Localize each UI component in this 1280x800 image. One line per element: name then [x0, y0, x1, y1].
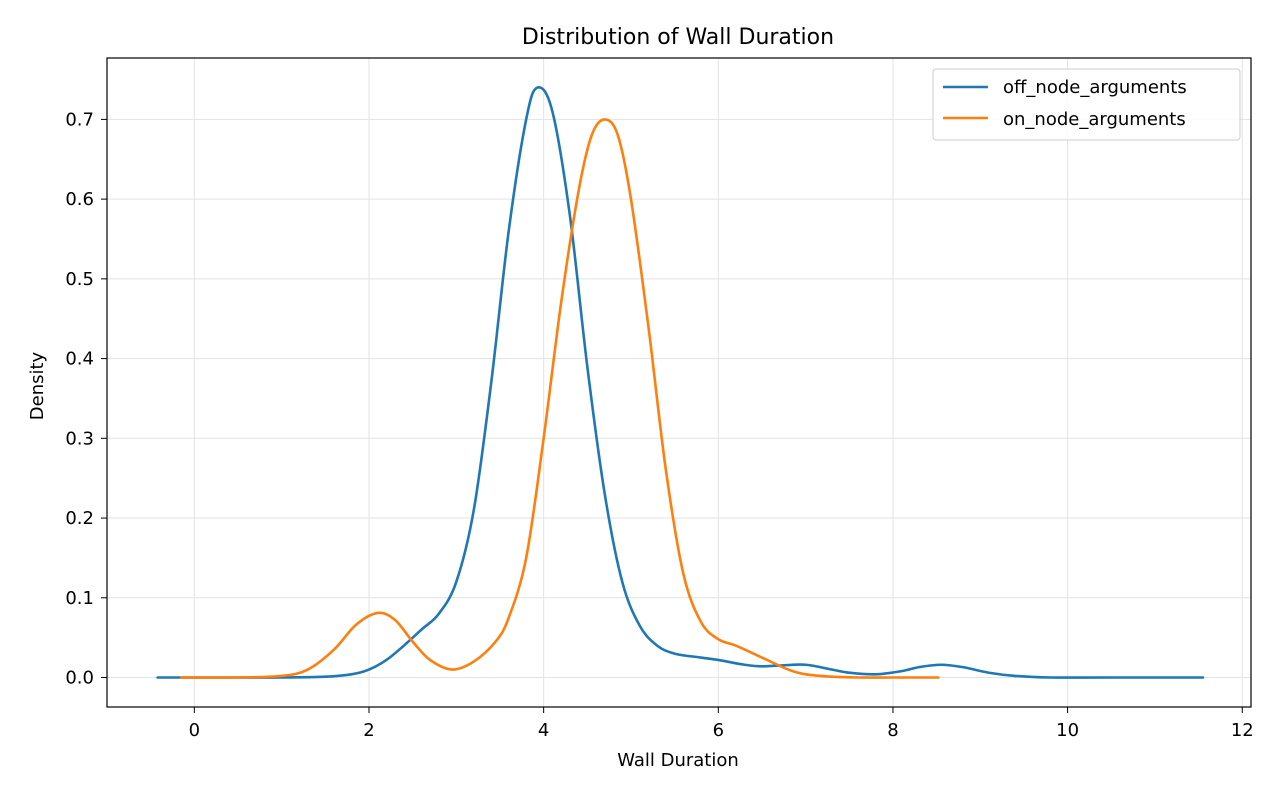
legend: off_node_arguments on_node_arguments	[932, 68, 1241, 141]
y-tick-label: 0.1	[65, 588, 94, 609]
y-tick-label: 0.5	[65, 269, 94, 290]
series-layer	[156, 85, 1205, 679]
x-tick-label: 12	[1231, 720, 1254, 741]
y-tick-label: 0.2	[65, 508, 94, 529]
y-tick-label: 0.7	[65, 109, 94, 130]
ticks: 0 2 4 6 8 10 12 0.0 0.1 0.2 0.3 0.4 0.5 0.6 0.7	[65, 109, 1253, 741]
x-tick-label: 2	[363, 720, 374, 741]
y-tick-label: 0.3	[65, 428, 94, 449]
legend-label-on-node-arguments: on_node_arguments	[1003, 109, 1186, 130]
plot-frame	[106, 57, 1252, 708]
x-tick-label: 10	[1056, 720, 1079, 741]
legend-box	[932, 68, 1241, 141]
series-line-on-node-arguments	[179, 118, 940, 679]
x-tick-label: 8	[887, 720, 898, 741]
y-tick-label: 0.4	[65, 349, 94, 370]
series-line-off-node-arguments	[156, 85, 1205, 679]
x-axis-label: Wall Duration	[617, 750, 739, 771]
y-axis-label: Density	[27, 351, 48, 420]
x-tick-label: 0	[189, 720, 200, 741]
x-tick-label: 4	[538, 720, 549, 741]
y-tick-label: 0.6	[65, 189, 94, 210]
chart-title: Distribution of Wall Duration	[522, 25, 834, 50]
legend-label-off-node-arguments: off_node_arguments	[1003, 77, 1187, 98]
y-tick-label: 0.0	[65, 668, 94, 689]
x-tick-label: 6	[713, 720, 724, 741]
